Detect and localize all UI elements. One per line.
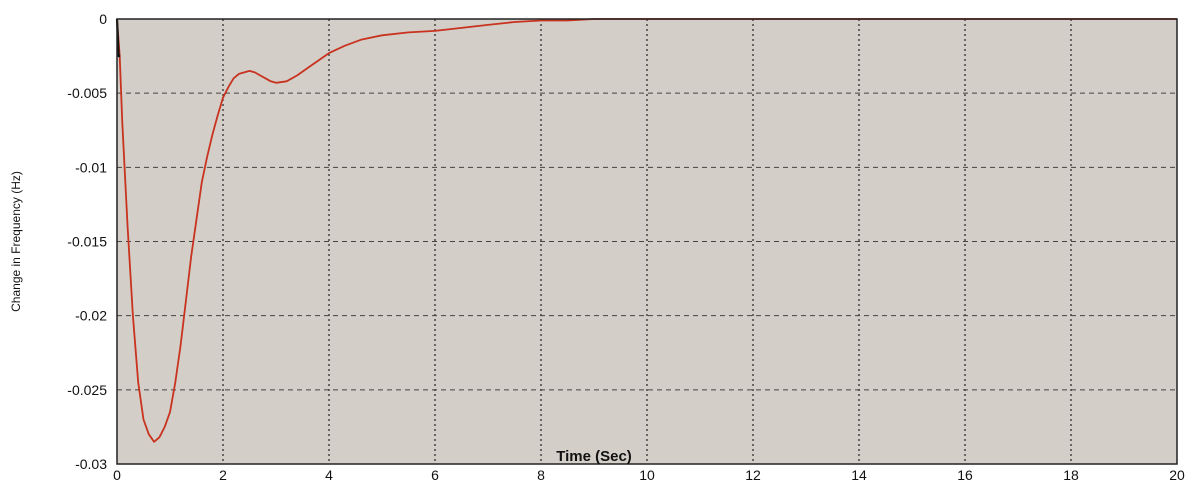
grid-lines	[117, 19, 1177, 464]
y-tick-labels: 0 -0.005 -0.01 -0.015 -0.02 -0.025 -0.03	[67, 11, 107, 472]
y-tick-label: -0.02	[75, 308, 107, 324]
y-tick-label: -0.025	[67, 382, 107, 398]
y-tick-label: -0.03	[75, 456, 107, 472]
x-tick-label: 16	[957, 467, 973, 482]
x-axis-label: Time (Sec)	[556, 448, 632, 465]
x-tick-label: 0	[113, 467, 121, 482]
x-tick-label: 14	[851, 467, 867, 482]
x-tick-label: 18	[1063, 467, 1079, 482]
x-tick-labels: 0 2 4 6 8 10 12 14 16 18 20	[113, 467, 1185, 482]
y-axis-label: Change in Frequency (Hz)	[9, 171, 23, 312]
x-tick-label: 8	[537, 467, 545, 482]
y-tick-label: 0	[99, 11, 107, 27]
y-tick-label: -0.005	[67, 85, 107, 101]
x-tick-label: 2	[219, 467, 227, 482]
x-tick-label: 6	[431, 467, 439, 482]
series-line-1	[116, 18, 1177, 443]
y-tick-label: -0.015	[67, 234, 107, 250]
y-tick-label: -0.01	[75, 159, 107, 175]
x-tick-label: 20	[1169, 467, 1185, 482]
x-tick-label: 4	[325, 467, 333, 482]
x-tick-label: 12	[745, 467, 761, 482]
plot-frame	[116, 18, 1178, 465]
x-tick-label: 10	[639, 467, 655, 482]
